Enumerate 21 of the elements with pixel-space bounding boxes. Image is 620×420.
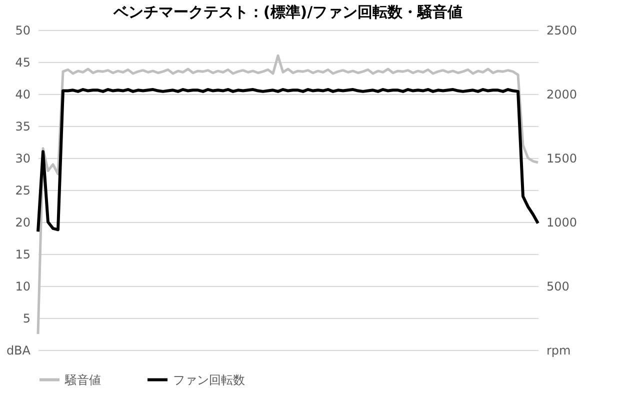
- y-tick-label: 35: [15, 120, 30, 134]
- y2-tick-label: rpm: [546, 344, 571, 358]
- y2-tick-label: 2500: [546, 24, 578, 38]
- legend-label: ファン回転数: [173, 372, 245, 387]
- y2-tick-label: 1000: [546, 216, 578, 230]
- y-tick-label: 50: [15, 24, 30, 38]
- legend-label: 騒音値: [64, 372, 101, 387]
- chart-title: ベンチマークテスト：(標準)/ファン回転数・騒音値: [112, 3, 463, 21]
- y2-tick-label: 2000: [546, 88, 578, 102]
- y-tick-label: 15: [15, 248, 30, 262]
- y-tick-label: 45: [15, 56, 30, 70]
- y-tick-label: 5: [22, 312, 30, 326]
- y-tick-label: 10: [15, 280, 30, 294]
- y-tick-label: dBA: [6, 344, 32, 358]
- line-series: [36, 88, 540, 234]
- y-tick-label: 30: [15, 152, 30, 166]
- y-tick-label: 40: [15, 88, 30, 102]
- y-tick-label: 25: [15, 184, 30, 198]
- y2-tick-label: 500: [546, 280, 570, 294]
- y2-tick-label: 1500: [546, 152, 578, 166]
- y-tick-label: 20: [15, 216, 30, 230]
